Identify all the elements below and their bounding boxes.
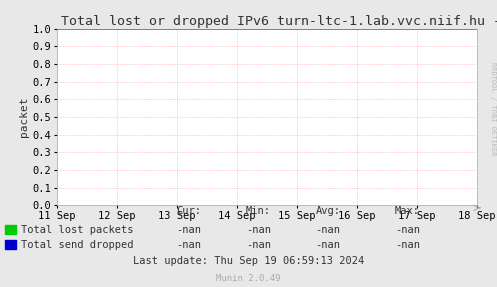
Text: -nan: -nan (395, 225, 420, 234)
Text: Total lost or dropped IPv6 turn-ltc-1.lab.vvc.niif.hu - by week: Total lost or dropped IPv6 turn-ltc-1.la… (61, 15, 497, 28)
Y-axis label: packet: packet (19, 97, 29, 137)
Text: -nan: -nan (316, 225, 340, 234)
Text: Avg:: Avg: (316, 206, 340, 216)
Text: Munin 2.0.49: Munin 2.0.49 (216, 274, 281, 283)
Text: -nan: -nan (246, 240, 271, 249)
Text: Min:: Min: (246, 206, 271, 216)
Text: -nan: -nan (176, 225, 201, 234)
Text: Total send dropped: Total send dropped (21, 240, 133, 249)
Text: -nan: -nan (246, 225, 271, 234)
Text: Last update: Thu Sep 19 06:59:13 2024: Last update: Thu Sep 19 06:59:13 2024 (133, 256, 364, 265)
Text: -nan: -nan (316, 240, 340, 249)
Text: Max:: Max: (395, 206, 420, 216)
Text: -nan: -nan (176, 240, 201, 249)
Text: RRDTOOL / TOBI OETIKER: RRDTOOL / TOBI OETIKER (490, 62, 496, 156)
Text: Total lost packets: Total lost packets (21, 225, 133, 234)
Text: -nan: -nan (395, 240, 420, 249)
Text: Cur:: Cur: (176, 206, 201, 216)
